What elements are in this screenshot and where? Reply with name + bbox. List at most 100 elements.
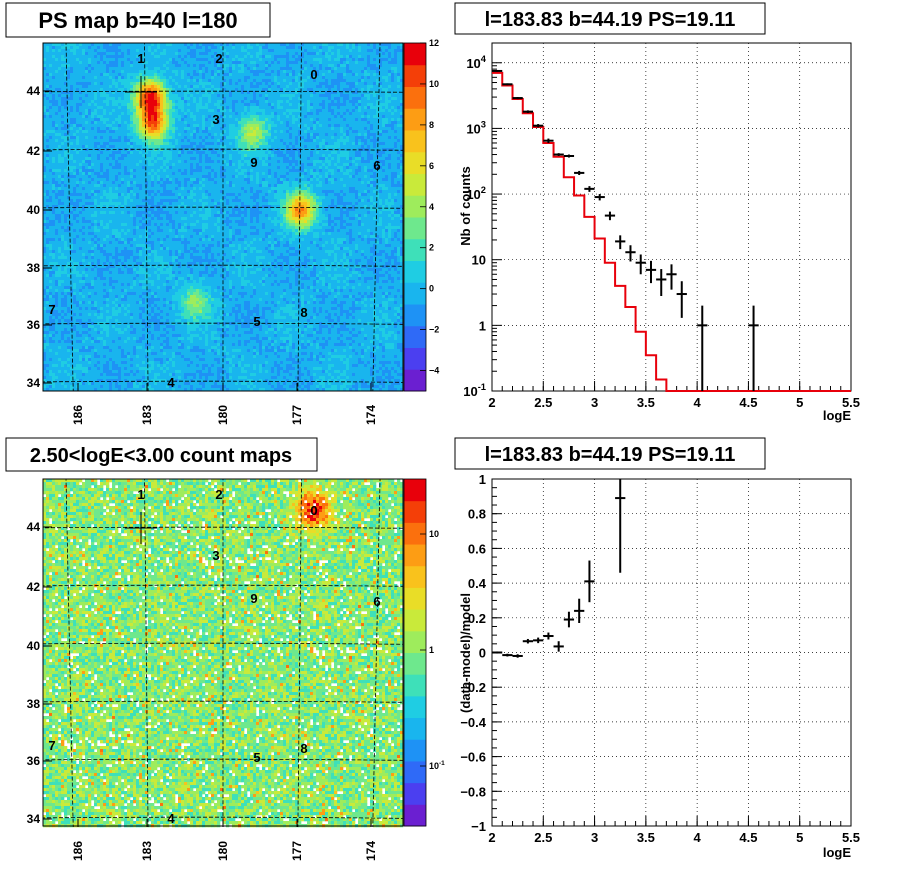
map-pixel	[175, 133, 179, 137]
map-pixel	[178, 58, 182, 62]
map-pixel	[367, 151, 371, 155]
map-pixel	[238, 118, 242, 122]
map-pixel	[226, 61, 230, 65]
map-pixel	[280, 64, 284, 68]
map-pixel	[208, 160, 212, 164]
map-pixel	[379, 136, 383, 140]
map-pixel	[388, 58, 392, 62]
map-pixel	[226, 70, 230, 74]
map-pixel	[313, 70, 317, 74]
map-pixel	[160, 97, 164, 101]
map-pixel	[67, 49, 71, 53]
map-pixel	[202, 115, 206, 119]
map-pixel	[274, 160, 278, 164]
map-pixel	[145, 79, 149, 83]
map-pixel	[124, 49, 128, 53]
map-pixel	[379, 145, 383, 149]
map-pixel	[94, 142, 98, 146]
map-pixel	[241, 58, 245, 62]
map-pixel	[400, 82, 404, 86]
map-pixel	[232, 109, 236, 113]
map-pixel	[265, 70, 269, 74]
map-pixel	[385, 151, 389, 155]
map-pixel	[88, 154, 92, 158]
map-pixel	[295, 118, 299, 122]
map-pixel	[364, 103, 368, 107]
map-pixel	[400, 112, 404, 116]
map-pixel	[88, 115, 92, 119]
map-pixel	[118, 82, 122, 86]
map-pixel	[43, 133, 47, 137]
map-pixel	[205, 97, 209, 101]
map-pixel	[205, 115, 209, 119]
map-pixel	[127, 43, 131, 47]
map-pixel	[109, 82, 113, 86]
map-pixel	[118, 73, 122, 77]
map-pixel	[244, 166, 248, 170]
map-pixel	[136, 118, 140, 122]
map-pixel	[73, 106, 77, 110]
map-pixel	[169, 67, 173, 71]
map-pixel	[79, 142, 83, 146]
map-pixel	[214, 100, 218, 104]
map-pixel	[382, 76, 386, 80]
map-pixel	[154, 151, 158, 155]
map-pixel	[214, 148, 218, 152]
map-pixel	[340, 145, 344, 149]
map-pixel	[175, 46, 179, 50]
map-pixel	[271, 154, 275, 158]
map-pixel	[199, 139, 203, 143]
map-pixel	[235, 142, 239, 146]
map-pixel	[349, 154, 353, 158]
map-pixel	[148, 124, 152, 128]
map-pixel	[358, 133, 362, 137]
map-pixel	[67, 91, 71, 95]
map-pixel	[265, 85, 269, 89]
map-pixel	[214, 139, 218, 143]
map-pixel	[385, 58, 389, 62]
map-pixel	[151, 67, 155, 71]
map-pixel	[313, 124, 317, 128]
map-pixel	[184, 157, 188, 161]
map-pixel	[211, 142, 215, 146]
map-pixel	[100, 82, 104, 86]
map-pixel	[220, 100, 224, 104]
map-pixel	[79, 85, 83, 89]
map-pixel	[43, 118, 47, 122]
map-pixel	[127, 52, 131, 56]
map-pixel	[232, 70, 236, 74]
map-pixel	[73, 154, 77, 158]
map-pixel	[379, 124, 383, 128]
map-pixel	[118, 64, 122, 68]
map-pixel	[379, 112, 383, 116]
map-pixel	[58, 136, 62, 140]
map-pixel	[385, 160, 389, 164]
map-pixel	[385, 82, 389, 86]
map-pixel	[160, 106, 164, 110]
map-pixel	[340, 76, 344, 80]
map-pixel	[136, 106, 140, 110]
map-pixel	[274, 64, 278, 68]
map-pixel	[391, 112, 395, 116]
map-pixel	[358, 46, 362, 50]
map-pixel	[235, 151, 239, 155]
map-pixel	[307, 106, 311, 110]
map-pixel	[304, 139, 308, 143]
map-pixel	[145, 142, 149, 146]
map-pixel	[157, 115, 161, 119]
map-pixel	[163, 166, 167, 170]
map-pixel	[400, 142, 404, 146]
map-pixel	[316, 127, 320, 131]
map-pixel	[301, 55, 305, 59]
map-pixel	[394, 109, 398, 113]
map-pixel	[241, 100, 245, 104]
map-pixel	[256, 67, 260, 71]
map-pixel	[346, 82, 350, 86]
map-pixel	[130, 154, 134, 158]
map-pixel	[286, 130, 290, 134]
map-pixel	[361, 52, 365, 56]
map-pixel	[274, 91, 278, 95]
map-pixel	[253, 112, 257, 116]
map-pixel	[172, 97, 176, 101]
map-pixel	[199, 145, 203, 149]
